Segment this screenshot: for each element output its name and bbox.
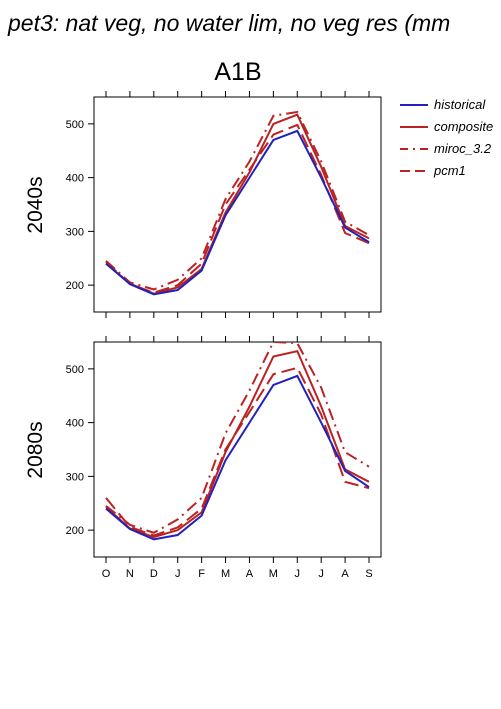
panels-group: 200 300 400 500 2040s 200 300 400 500 O N D J F M A M J J A… — [24, 91, 382, 580]
series-line-historical — [105, 129, 370, 296]
legend-label: historical — [434, 97, 486, 112]
legend-label: composite — [434, 119, 493, 134]
y-tick-label: 500 — [66, 364, 84, 376]
panel-frame — [93, 341, 382, 558]
panel-row-label: 2040s — [24, 176, 47, 233]
x-tick-label: J — [318, 568, 324, 580]
panel-2080s: 200 300 400 500 O N D J F M A M J J A S 2080s — [24, 336, 382, 580]
legend-label: miroc_3.2 — [434, 141, 492, 156]
x-tick-label: F — [198, 568, 205, 580]
x-tick-label: J — [175, 568, 181, 580]
x-tick-label: M — [269, 568, 278, 580]
x-tick-label: A — [246, 568, 254, 580]
series-line-historical — [105, 374, 370, 541]
y-tick-label: 400 — [66, 173, 84, 185]
chart-title: A1B — [214, 58, 261, 86]
x-tick-label: D — [150, 568, 158, 580]
panel-frame — [93, 96, 382, 313]
page-title: pet3: nat veg, no water lim, no veg res … — [8, 10, 451, 36]
series-line-composite — [105, 113, 370, 295]
series-line-pcm1 — [105, 123, 370, 294]
series-line-pcm1 — [105, 366, 370, 537]
y-tick-label: 300 — [66, 226, 84, 238]
panel-2040s: 200 300 400 500 2040s — [24, 91, 382, 318]
series-line-composite — [105, 349, 370, 539]
legend-item-miroc_3.2: miroc_3.2 — [400, 141, 492, 156]
x-tick-label: N — [126, 568, 134, 580]
legend-item-pcm1: pcm1 — [400, 163, 466, 178]
x-tick-label: A — [341, 568, 349, 580]
y-tick-label: 400 — [66, 418, 84, 430]
legend-item-composite: composite — [400, 119, 493, 134]
panel-row-label: 2080s — [24, 421, 47, 478]
y-tick-label: 200 — [66, 280, 84, 292]
y-tick-label: 200 — [66, 525, 84, 537]
x-tick-label: O — [102, 568, 111, 580]
legend-item-historical: historical — [400, 97, 486, 112]
series-line-miroc_3.2 — [105, 110, 370, 291]
x-tick-label: M — [221, 568, 230, 580]
series-line-miroc_3.2 — [105, 342, 370, 534]
x-tick-label: J — [295, 568, 301, 580]
y-tick-label: 500 — [66, 119, 84, 131]
legend-label: pcm1 — [433, 163, 466, 178]
y-tick-label: 300 — [66, 471, 84, 483]
x-tick-label: S — [365, 568, 372, 580]
legend: historical composite miroc_3.2 pcm1 — [400, 97, 493, 178]
